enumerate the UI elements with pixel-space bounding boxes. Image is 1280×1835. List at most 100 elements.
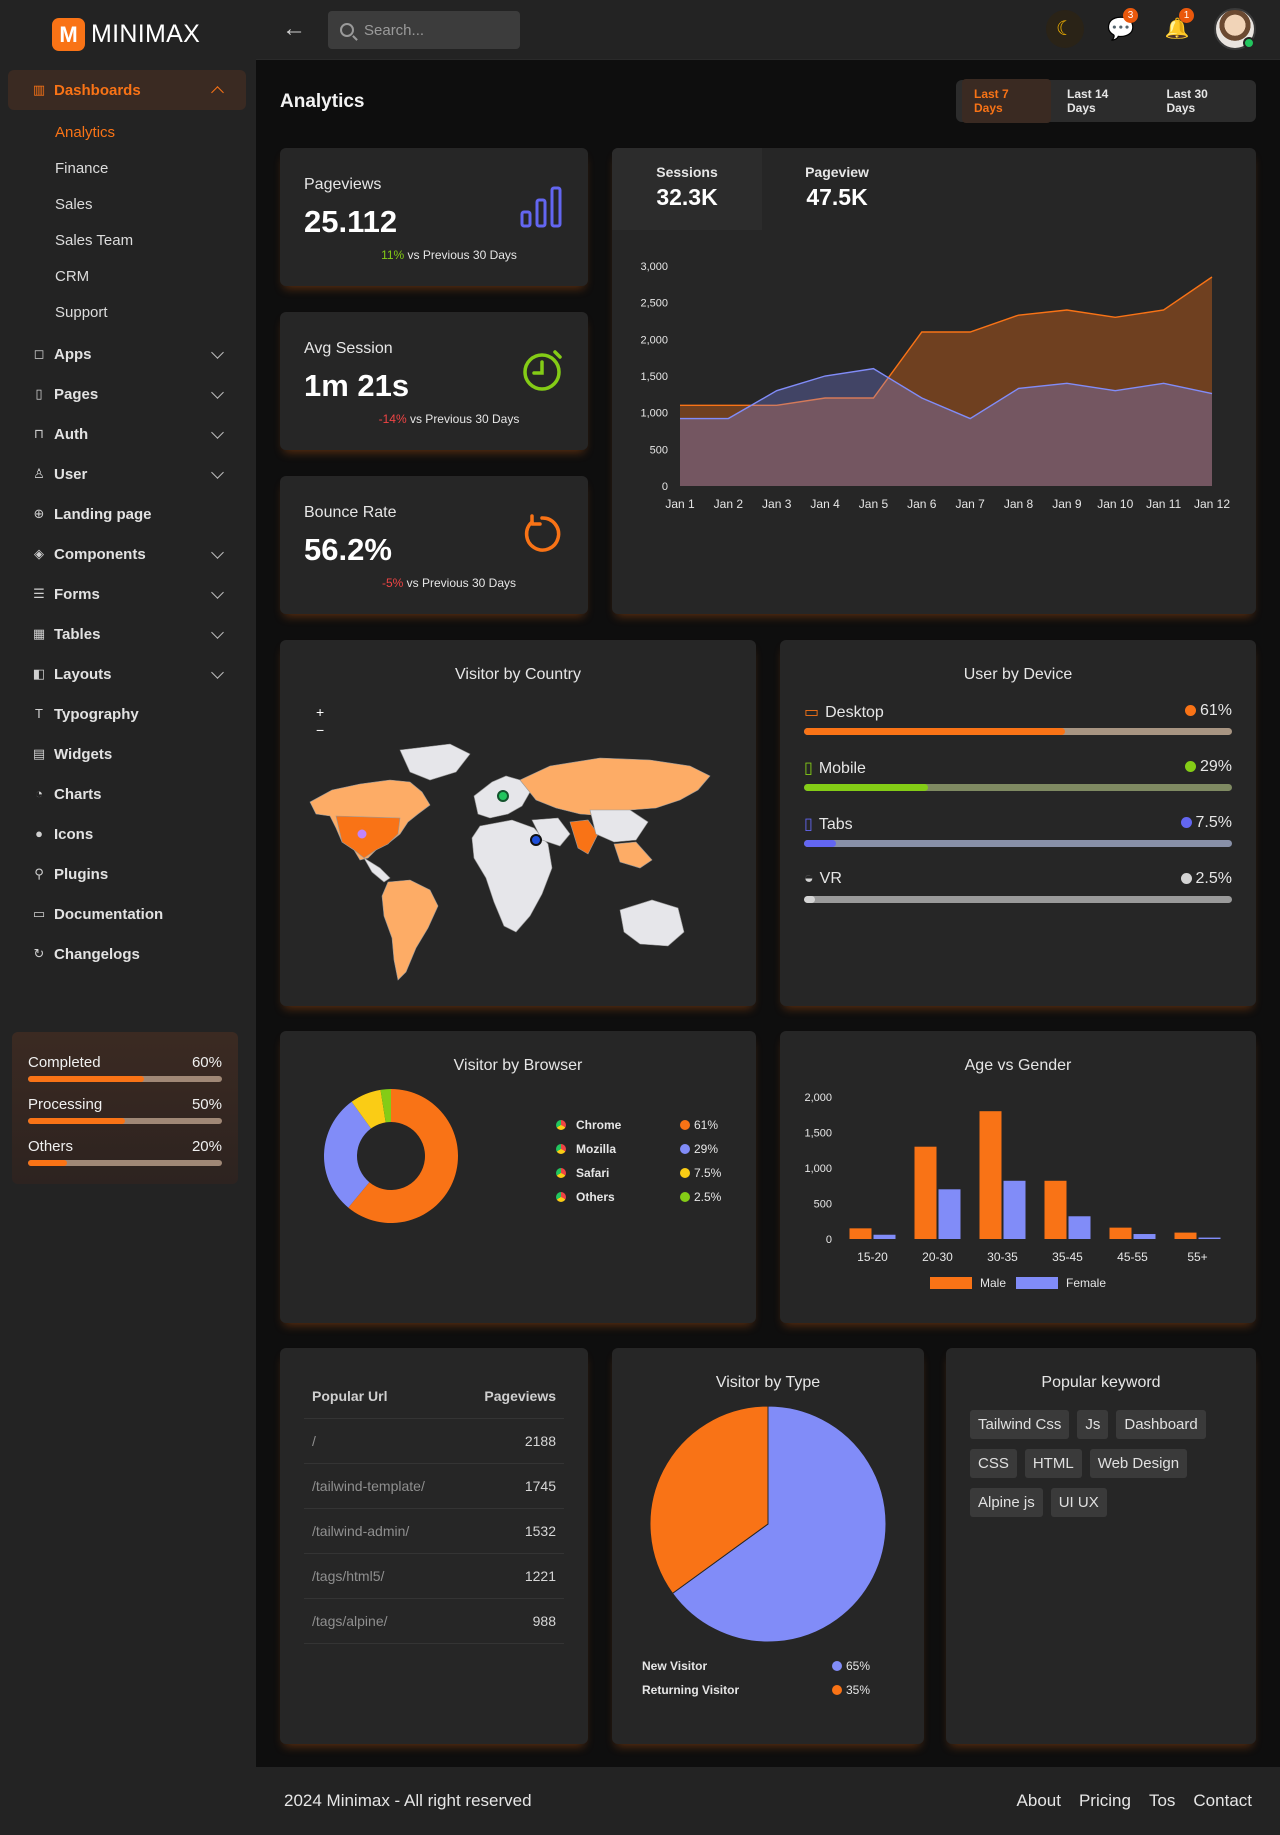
browser-legend: Chrome 61% Mozilla 29% Safari 7.5% Others 2.5% xyxy=(554,1113,734,1209)
device-row-tabs: ▯ Tabs 7.5% xyxy=(804,814,1232,864)
sidebar-item-tables[interactable]: ▦ Tables xyxy=(8,614,246,654)
pie-slice-mozilla[interactable] xyxy=(324,1101,372,1208)
keyword-tag[interactable]: UI UX xyxy=(1050,1488,1107,1517)
tab-last-30-days[interactable]: Last 30 Days xyxy=(1166,87,1208,115)
footer-link-tos[interactable]: Tos xyxy=(1148,1791,1176,1810)
keyword-tag[interactable]: Dashboard xyxy=(1116,1410,1206,1439)
sidebar-item-label: Landing page xyxy=(54,505,152,523)
sidebar-sub-finance[interactable]: Finance xyxy=(55,159,109,177)
table-row[interactable]: /tailwind-admin/1532 xyxy=(304,1509,564,1554)
sidebar-item-documentation[interactable]: ▭ Documentation xyxy=(8,894,246,934)
pie-slice-safari[interactable] xyxy=(351,1089,386,1129)
map-region-india xyxy=(569,819,599,855)
url-cell[interactable]: /tags/html5/ xyxy=(312,1568,385,1584)
sessions-tab[interactable]: Sessions 32.3K xyxy=(612,148,762,230)
sessions-chart-card: Sessions 32.3K Pageview 47.5K 0 500 1,000 1… xyxy=(612,148,1256,614)
pie-slice-others[interactable] xyxy=(380,1089,391,1123)
sidebar-sub-sales[interactable]: Sales xyxy=(55,195,93,213)
popular-url-table: Popular Url Pageviews / 2188/tailwind-tem… xyxy=(304,1374,564,1644)
brand-logo[interactable]: M MINIMAX xyxy=(52,18,200,51)
bar-female[interactable] xyxy=(938,1189,961,1239)
url-cell[interactable]: / xyxy=(312,1433,316,1449)
pie-slice-returning-visitor[interactable] xyxy=(649,1405,769,1595)
others-browser-icon xyxy=(556,1192,566,1202)
bar-female[interactable] xyxy=(1068,1216,1091,1239)
search-input[interactable]: Search... xyxy=(328,11,520,49)
keyword-tag[interactable]: Js xyxy=(1077,1410,1109,1439)
age-gender-bar-chart: 0 500 1,000 1,500 2,000 15-20 20-30 30-35 35-45 4… xyxy=(804,1092,1221,1290)
sidebar-item-changelogs[interactable]: ↻ Changelogs xyxy=(8,934,246,974)
map-zoom-out-button[interactable]: − xyxy=(316,722,325,738)
keyword-tag[interactable]: Tailwind Css xyxy=(970,1410,1070,1439)
x-tick-label: Jan 4 xyxy=(810,497,840,511)
visitor-by-country-card: Visitor by Country + − xyxy=(280,640,756,1006)
dark-mode-toggle[interactable]: ☾ xyxy=(1046,10,1084,48)
sidebar-item-apps[interactable]: ◻ Apps xyxy=(8,334,246,374)
y-tick-label: 1,500 xyxy=(640,371,668,383)
table-row[interactable]: /tailwind-template/1745 xyxy=(304,1464,564,1509)
mozilla-browser-icon xyxy=(556,1144,566,1154)
bar-female[interactable] xyxy=(1003,1180,1026,1239)
sidebar-sub-support[interactable]: Support xyxy=(55,303,108,321)
tab-last-7-days[interactable]: Last 7 Days xyxy=(962,79,1051,123)
sidebar-item-landing-page[interactable]: ⊕ Landing page xyxy=(8,494,246,534)
back-arrow-icon[interactable]: ← xyxy=(282,15,306,42)
map-marker-middle-east[interactable] xyxy=(530,834,542,846)
bar-female[interactable] xyxy=(1133,1234,1156,1239)
legend-dot xyxy=(1180,873,1192,884)
sidebar-sub-sales-team[interactable]: Sales Team xyxy=(55,231,134,249)
sidebar-item-user[interactable]: ♙ User xyxy=(8,454,246,494)
sidebar-item-dashboards[interactable]: ▥ Dashboards xyxy=(8,70,246,110)
sidebar-item-icons[interactable]: ● Icons xyxy=(8,814,246,854)
messages-button[interactable]: 💬 3 xyxy=(1102,8,1140,48)
footer-link-pricing[interactable]: Pricing xyxy=(1078,1791,1131,1810)
sidebar-item-charts[interactable]: ◔ Charts xyxy=(8,774,246,814)
keyword-tag[interactable]: Web Design xyxy=(1089,1449,1188,1478)
sidebar-item-components[interactable]: ◈ Components xyxy=(8,534,246,574)
tab-last-14-days[interactable]: Last 14 Days xyxy=(1066,87,1109,115)
table-row[interactable]: /tags/alpine/988 xyxy=(304,1599,564,1644)
sidebar-item-pages[interactable]: ▯ Pages xyxy=(8,374,246,414)
mobile-icon: ▯ xyxy=(804,760,813,777)
y-tick-label: 500 xyxy=(650,444,668,456)
keyword-tag[interactable]: Alpine js xyxy=(970,1488,1043,1517)
sidebar-item-forms[interactable]: ☰ Forms xyxy=(8,574,246,614)
footer-link-about[interactable]: About xyxy=(1016,1791,1061,1810)
sidebar-item-auth[interactable]: ⊓ Auth xyxy=(8,414,246,454)
pageview-tab[interactable]: Pageview 47.5K xyxy=(762,148,912,230)
bar-male[interactable] xyxy=(1174,1232,1197,1239)
sidebar-item-label: Dashboards xyxy=(54,81,141,99)
map-marker-europe[interactable] xyxy=(497,790,509,802)
bar-male[interactable] xyxy=(979,1111,1002,1239)
progress-card: Completed 60% Processing 50% Others 20% xyxy=(12,1032,238,1184)
bar-male[interactable] xyxy=(1044,1180,1067,1239)
sidebar-item-widgets[interactable]: ▤ Widgets xyxy=(8,734,246,774)
url-cell[interactable]: /tailwind-template/ xyxy=(312,1478,425,1494)
keyword-tag[interactable]: CSS xyxy=(970,1449,1017,1478)
table-row[interactable]: / 2188 xyxy=(304,1419,564,1464)
x-tick-label: 35-45 xyxy=(1052,1250,1083,1264)
bar-male[interactable] xyxy=(1109,1227,1132,1239)
map-zoom-in-button[interactable]: + xyxy=(316,704,325,720)
sidebar-sub-crm[interactable]: CRM xyxy=(55,267,90,285)
sidebar-sub-analytics[interactable]: Analytics xyxy=(55,123,116,141)
sidebar-item-label: Widgets xyxy=(54,745,113,763)
notifications-button[interactable]: 🔔 1 xyxy=(1158,8,1196,48)
avatar[interactable] xyxy=(1214,8,1256,50)
bar-male[interactable] xyxy=(914,1146,937,1239)
legend-label: Female xyxy=(1066,1276,1106,1290)
url-cell[interactable]: /tailwind-admin/ xyxy=(312,1523,410,1539)
sidebar-item-layouts[interactable]: ◧ Layouts xyxy=(8,654,246,694)
bar-male[interactable] xyxy=(849,1228,872,1239)
sidebar-item-plugins[interactable]: ⚲ Plugins xyxy=(8,854,246,894)
table-row[interactable]: /tags/html5/1221 xyxy=(304,1554,564,1599)
bar-female[interactable] xyxy=(873,1234,896,1239)
url-cell[interactable]: /tags/alpine/ xyxy=(312,1613,388,1629)
footer-link-contact[interactable]: Contact xyxy=(1193,1791,1252,1810)
sidebar-item-typography[interactable]: T Typography xyxy=(8,694,246,734)
pie-slice-new-visitor[interactable] xyxy=(671,1405,887,1643)
bar-female[interactable] xyxy=(1198,1237,1221,1239)
keyword-tag[interactable]: HTML xyxy=(1024,1449,1082,1478)
map-marker-usa[interactable] xyxy=(354,826,370,842)
pie-slice-chrome[interactable] xyxy=(348,1089,458,1223)
